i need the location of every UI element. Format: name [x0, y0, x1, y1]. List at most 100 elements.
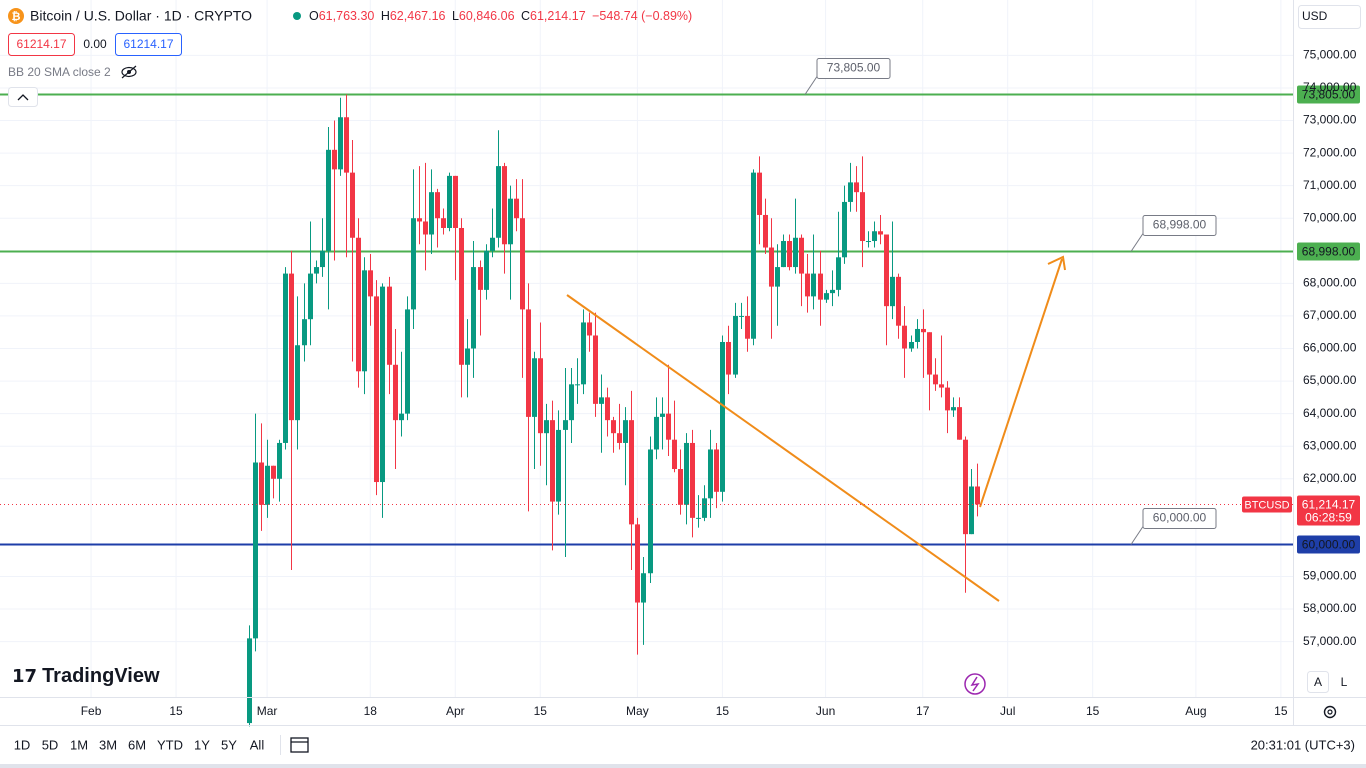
candle-body: [447, 175, 452, 228]
candle-body: [587, 322, 592, 336]
candle-body: [338, 117, 343, 170]
log-scale-label[interactable]: L: [1341, 675, 1348, 689]
indicator-label[interactable]: BB 20 SMA close 2: [8, 65, 111, 79]
goto-date-icon[interactable]: [290, 737, 309, 753]
y-tick-label: 68,000.00: [1303, 276, 1357, 290]
candle-body: [666, 413, 671, 440]
price-line-axis-label: [1297, 85, 1360, 104]
candle-body: [848, 182, 853, 202]
y-tick-label: 70,000.00: [1303, 210, 1357, 224]
price-line-axis-text: 68,998.00: [1302, 245, 1356, 259]
range-button[interactable]: All: [250, 737, 265, 752]
candle-body: [763, 214, 768, 248]
candle-body: [356, 237, 361, 372]
candle-body: [271, 465, 276, 479]
arrow-head: [1047, 255, 1066, 271]
x-tick-label: Mar: [257, 704, 278, 718]
currency-select[interactable]: [1298, 5, 1361, 29]
candle-body: [963, 439, 968, 535]
candle-body: [465, 348, 470, 365]
ohlc-value: 62,467.16: [390, 9, 446, 23]
x-tick-label: Feb: [81, 704, 102, 718]
candle-body: [581, 322, 586, 385]
x-tick-label: 17: [916, 704, 930, 718]
range-button[interactable]: 3M: [99, 737, 117, 752]
range-button[interactable]: YTD: [157, 737, 183, 752]
logo-text: TradingView: [42, 665, 160, 687]
candle-body: [635, 524, 640, 603]
x-tick-label: 15: [1274, 704, 1288, 718]
y-tick-label: 58,000.00: [1303, 601, 1357, 615]
candle-body: [702, 498, 707, 518]
candle-body: [660, 413, 665, 417]
sell-button[interactable]: [8, 33, 75, 56]
candle-body: [623, 420, 628, 443]
candle-body: [253, 462, 258, 639]
callout-text: 60,000.00: [1153, 511, 1207, 525]
candle-body: [648, 449, 653, 574]
candle-body: [878, 231, 883, 235]
arrow-line[interactable]: [979, 258, 1063, 508]
y-tick-label: 73,000.00: [1303, 113, 1357, 127]
range-button[interactable]: 1D: [14, 737, 31, 752]
candle-body: [769, 247, 774, 287]
candle-body: [842, 201, 847, 258]
x-tick-label: Jul: [1000, 704, 1015, 718]
events-bolt: [970, 676, 980, 692]
range-button[interactable]: 5D: [42, 737, 59, 752]
x-tick-label: Aug: [1185, 704, 1206, 718]
x-tick-label: Apr: [446, 704, 465, 718]
candle-body: [696, 517, 701, 519]
callout-box: [1142, 215, 1217, 236]
range-button[interactable]: 5Y: [221, 737, 237, 752]
auto-scale-button[interactable]: [1307, 671, 1329, 693]
candle-body: [751, 172, 756, 339]
candle-body: [520, 218, 525, 310]
range-button[interactable]: 1Y: [194, 737, 210, 752]
candle-body: [672, 439, 677, 470]
candle-body: [399, 413, 404, 421]
candle-body: [605, 397, 610, 421]
overlay: 73,805.00 73,805.00 68,998.00 68,998.00 60,0…: [0, 58, 1360, 554]
callout-text: 73,805.00: [827, 61, 881, 75]
candle-body: [429, 192, 434, 235]
candle-body: [678, 469, 683, 505]
candle-body: [824, 293, 829, 300]
candle-body: [563, 420, 568, 430]
candle-body: [344, 117, 349, 173]
collapse-icon: [17, 94, 29, 101]
candle-body: [975, 486, 980, 505]
collapse-button[interactable]: [8, 87, 38, 107]
candle-body: [544, 420, 549, 434]
candle-body: [289, 273, 294, 421]
range-button[interactable]: 6M: [128, 737, 146, 752]
candle-body: [884, 234, 889, 307]
ohlc-values: O61,763.30 H62,467.16 L60,846.06 C61,214…: [309, 9, 692, 23]
price-lines: [0, 93, 1293, 546]
candle-body: [283, 273, 288, 443]
candle-body: [556, 429, 561, 502]
candle-body: [745, 315, 750, 339]
range-button[interactable]: 1M: [70, 737, 88, 752]
market-status: [293, 12, 301, 20]
symbol-tag: [1242, 496, 1292, 513]
candle-body: [909, 341, 914, 349]
candle-body: [775, 267, 780, 287]
candle-body: [496, 166, 501, 238]
buy-button[interactable]: [115, 33, 182, 56]
clock[interactable]: 20:31:01 (UTC+3): [1251, 737, 1355, 752]
settings-icon[interactable]: [1323, 705, 1337, 719]
candle-body: [629, 420, 634, 525]
candle-body: [708, 449, 713, 499]
candle-body: [441, 218, 446, 228]
candle-body: [502, 166, 507, 245]
trend-line[interactable]: [566, 294, 1000, 602]
hide-icon[interactable]: [121, 65, 137, 79]
symbol-title[interactable]: Bitcoin / U.S. Dollar · 1D · CRYPTO: [30, 8, 252, 24]
candle-body: [575, 384, 580, 386]
candle-body: [641, 573, 646, 603]
candle-body: [654, 416, 659, 450]
